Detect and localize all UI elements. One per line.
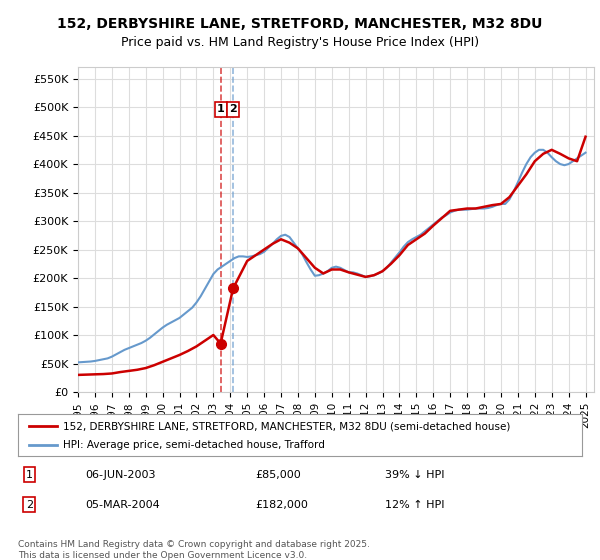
- Text: £85,000: £85,000: [255, 470, 301, 479]
- Text: HPI: Average price, semi-detached house, Trafford: HPI: Average price, semi-detached house,…: [63, 440, 325, 450]
- Text: 152, DERBYSHIRE LANE, STRETFORD, MANCHESTER, M32 8DU: 152, DERBYSHIRE LANE, STRETFORD, MANCHES…: [58, 17, 542, 31]
- Text: 39% ↓ HPI: 39% ↓ HPI: [385, 470, 444, 479]
- Text: 152, DERBYSHIRE LANE, STRETFORD, MANCHESTER, M32 8DU (semi-detached house): 152, DERBYSHIRE LANE, STRETFORD, MANCHES…: [63, 421, 511, 431]
- Text: 05-MAR-2004: 05-MAR-2004: [86, 500, 160, 510]
- Text: 2: 2: [229, 104, 237, 114]
- Text: 2: 2: [26, 500, 33, 510]
- Text: 12% ↑ HPI: 12% ↑ HPI: [385, 500, 444, 510]
- Text: £182,000: £182,000: [255, 500, 308, 510]
- Text: 06-JUN-2003: 06-JUN-2003: [86, 470, 156, 479]
- Text: 1: 1: [217, 104, 224, 114]
- Text: Contains HM Land Registry data © Crown copyright and database right 2025.
This d: Contains HM Land Registry data © Crown c…: [18, 540, 370, 560]
- Text: 1: 1: [26, 470, 33, 479]
- Text: Price paid vs. HM Land Registry's House Price Index (HPI): Price paid vs. HM Land Registry's House …: [121, 36, 479, 49]
